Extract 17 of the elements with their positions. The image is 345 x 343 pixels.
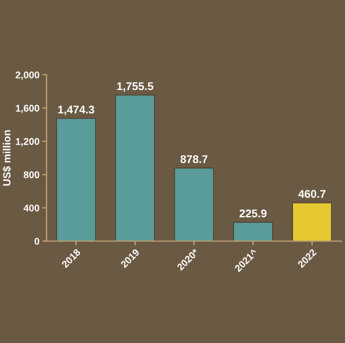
- y-axis-title: US$ million: [2, 130, 12, 186]
- y-tick-label: 800: [24, 171, 40, 178]
- bar: [292, 202, 332, 242]
- data-label: 1,474.3: [58, 106, 94, 116]
- bar: [174, 168, 214, 242]
- data-label: 878.7: [180, 155, 208, 164]
- bar: [56, 118, 96, 242]
- bar: [115, 94, 155, 242]
- y-tick-label: 1,600: [16, 104, 40, 114]
- y-tick-label: 0: [34, 238, 40, 245]
- y-tick-label: 400: [24, 204, 40, 212]
- data-label: 1,755.5: [117, 82, 154, 92]
- y-tick-label: 1,200: [16, 138, 40, 146]
- bar: [233, 222, 273, 242]
- data-label: 225.9: [240, 209, 267, 218]
- data-label: 460.7: [298, 190, 326, 198]
- y-tick-label: 2,000: [16, 72, 40, 80]
